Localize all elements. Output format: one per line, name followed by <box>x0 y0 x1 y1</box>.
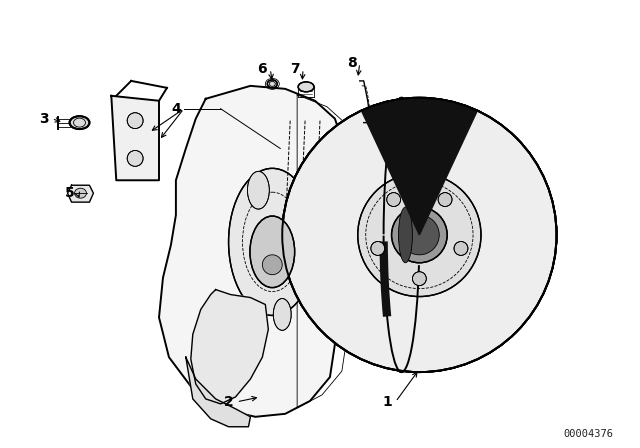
Ellipse shape <box>70 116 90 129</box>
Ellipse shape <box>74 188 86 198</box>
Circle shape <box>282 98 557 372</box>
Text: 3: 3 <box>39 112 49 125</box>
Ellipse shape <box>399 207 412 263</box>
Polygon shape <box>111 96 159 180</box>
Ellipse shape <box>248 171 269 209</box>
Text: 4: 4 <box>171 102 180 116</box>
Ellipse shape <box>268 80 277 88</box>
Circle shape <box>371 241 385 255</box>
Text: 2: 2 <box>224 395 234 409</box>
Ellipse shape <box>228 168 316 315</box>
Circle shape <box>399 215 439 255</box>
Circle shape <box>392 207 447 263</box>
Wedge shape <box>362 98 477 235</box>
Text: 00004376: 00004376 <box>563 429 613 439</box>
Polygon shape <box>191 289 268 404</box>
Circle shape <box>262 255 282 275</box>
Ellipse shape <box>250 216 294 288</box>
Circle shape <box>127 113 143 129</box>
Text: 1: 1 <box>383 395 392 409</box>
Polygon shape <box>186 357 250 427</box>
Circle shape <box>358 173 481 297</box>
Polygon shape <box>159 86 348 417</box>
Circle shape <box>438 193 452 207</box>
Circle shape <box>412 271 426 286</box>
Polygon shape <box>68 185 93 202</box>
Text: 5: 5 <box>65 186 74 200</box>
Circle shape <box>387 193 401 207</box>
Text: 8: 8 <box>347 56 356 70</box>
Circle shape <box>454 241 468 255</box>
Text: 6: 6 <box>257 62 267 76</box>
Ellipse shape <box>273 298 291 330</box>
Ellipse shape <box>298 82 314 92</box>
Circle shape <box>292 108 547 362</box>
Ellipse shape <box>259 236 281 274</box>
Ellipse shape <box>383 98 419 372</box>
Text: 7: 7 <box>291 62 300 76</box>
Circle shape <box>282 98 557 372</box>
Circle shape <box>127 151 143 166</box>
